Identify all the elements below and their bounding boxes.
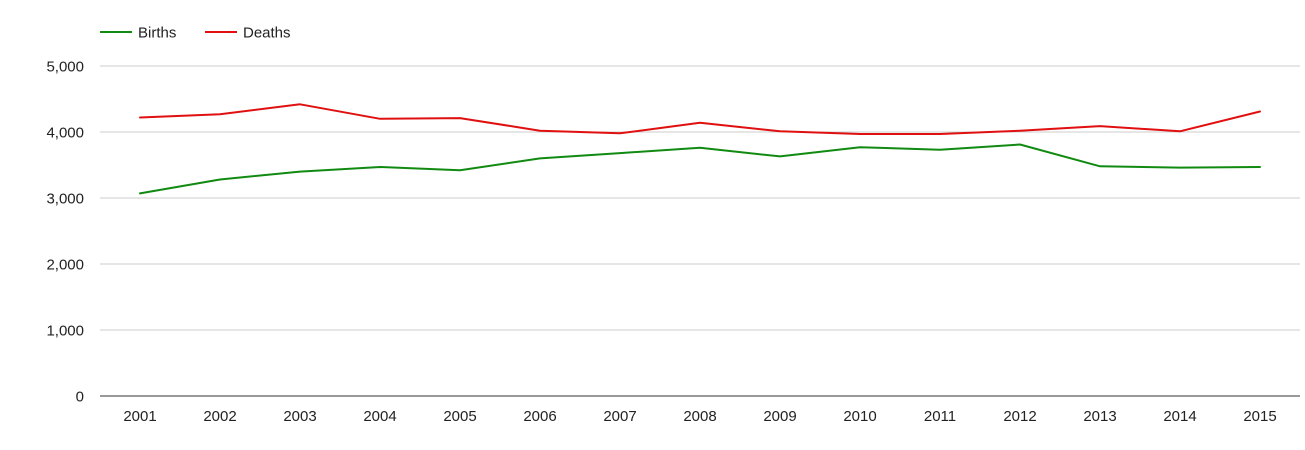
- series-deaths: [134, 98, 1266, 140]
- point-births[interactable]: [1094, 160, 1106, 172]
- point-deaths[interactable]: [1014, 125, 1026, 137]
- x-tick-label: 2009: [763, 408, 796, 425]
- point-births[interactable]: [1174, 162, 1186, 174]
- point-deaths[interactable]: [374, 113, 386, 125]
- y-tick-label: 5,000: [46, 59, 84, 76]
- x-tick-label: 2015: [1243, 408, 1276, 425]
- point-deaths[interactable]: [534, 125, 546, 137]
- line-deaths: [139, 103, 1261, 135]
- point-births[interactable]: [374, 161, 386, 173]
- y-tick-label: 3,000: [46, 191, 84, 208]
- x-axis: 2001 2002 2003 2004 2005 2006 2007 2008 2009 2010…: [100, 395, 1300, 425]
- point-deaths[interactable]: [454, 112, 466, 124]
- point-deaths[interactable]: [1174, 125, 1186, 137]
- point-deaths[interactable]: [214, 108, 226, 120]
- point-births[interactable]: [214, 174, 226, 186]
- y-tick-label: 0: [76, 389, 84, 406]
- point-deaths[interactable]: [1094, 120, 1106, 132]
- x-tick-label: 2002: [203, 408, 236, 425]
- x-tick-label: 2008: [683, 408, 716, 425]
- x-tick-label: 2012: [1003, 408, 1036, 425]
- y-tick-label: 2,000: [46, 257, 84, 274]
- x-tick-label: 2003: [283, 408, 316, 425]
- point-births[interactable]: [934, 144, 946, 156]
- point-births[interactable]: [454, 164, 466, 176]
- legend: Births Deaths: [100, 25, 291, 42]
- point-deaths[interactable]: [934, 128, 946, 140]
- gridlines: [100, 65, 1300, 331]
- point-deaths[interactable]: [854, 128, 866, 140]
- line-births: [139, 143, 1261, 195]
- series-lines: [134, 98, 1266, 199]
- x-tick-label: 2010: [843, 408, 876, 425]
- point-births[interactable]: [774, 150, 786, 162]
- point-births[interactable]: [1014, 139, 1026, 151]
- point-deaths[interactable]: [1254, 106, 1266, 118]
- y-tick-label: 1,000: [46, 323, 84, 340]
- y-tick-label: 4,000: [46, 125, 84, 142]
- point-deaths[interactable]: [694, 117, 706, 129]
- legend-label-deaths: Deaths: [243, 25, 291, 42]
- point-births[interactable]: [534, 152, 546, 164]
- x-tick-label: 2001: [123, 408, 156, 425]
- point-births[interactable]: [614, 147, 626, 159]
- legend-item-deaths[interactable]: Deaths: [205, 25, 291, 42]
- x-tick-label: 2006: [523, 408, 556, 425]
- x-tick-label: 2014: [1163, 408, 1196, 425]
- point-births[interactable]: [694, 142, 706, 154]
- x-tick-label: 2005: [443, 408, 476, 425]
- y-axis: 0 1,000 2,000 3,000 4,000 5,000: [46, 59, 84, 406]
- point-deaths[interactable]: [774, 125, 786, 137]
- legend-label-births: Births: [138, 25, 176, 42]
- x-tick-label: 2007: [603, 408, 636, 425]
- point-deaths[interactable]: [134, 111, 146, 123]
- point-births[interactable]: [1254, 161, 1266, 173]
- point-deaths[interactable]: [294, 98, 306, 110]
- point-deaths[interactable]: [614, 127, 626, 139]
- series-births: [134, 139, 1266, 199]
- point-births[interactable]: [294, 166, 306, 178]
- legend-item-births[interactable]: Births: [100, 25, 176, 42]
- x-tick-label: 2011: [924, 408, 956, 425]
- point-births[interactable]: [854, 141, 866, 153]
- x-tick-label: 2013: [1083, 408, 1116, 425]
- x-tick-label: 2004: [363, 408, 396, 425]
- point-births[interactable]: [134, 187, 146, 199]
